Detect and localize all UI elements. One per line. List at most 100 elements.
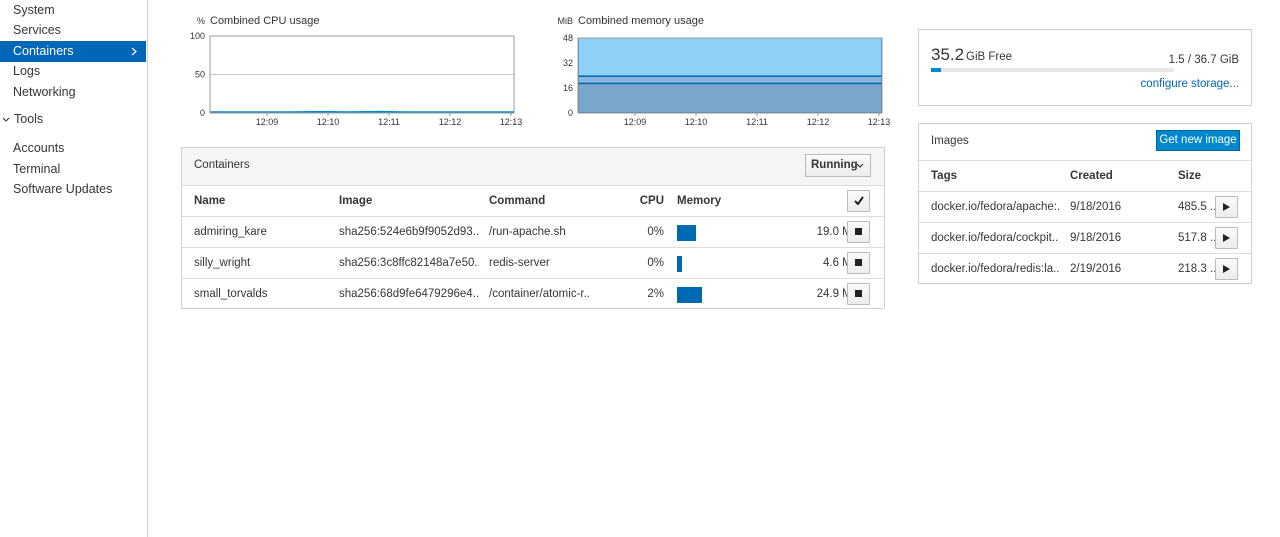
chart-unit: %: [197, 16, 205, 26]
cell-tag: docker.io/fedora/apache:...: [931, 201, 1059, 213]
y-tick-label: 0: [568, 108, 573, 118]
cell-command: /run-apache.sh: [489, 226, 566, 238]
storage-usage: 1.5 / 36.7 GiB: [1168, 54, 1239, 66]
nav-item[interactable]: Software Updates: [13, 182, 113, 196]
cell-command: redis-server: [489, 257, 550, 269]
check-icon: [853, 196, 864, 205]
y-tick-label: 32: [563, 58, 573, 68]
cell-created: 9/18/2016: [1070, 232, 1122, 244]
x-tick-label: 12:09: [256, 117, 279, 127]
table-header: Tags Created Size: [919, 160, 1251, 191]
nav-item[interactable]: Containers: [0, 41, 146, 62]
chevron-icon: [131, 47, 137, 56]
nav-item[interactable]: Logs: [13, 64, 41, 78]
containers-panel: Containers Running Name Image Command CPU Me…: [181, 147, 885, 309]
chart: % Combined CPU usage 0 50 100 12:09 12:10 12:11…: [190, 15, 522, 127]
containers-table: Name Image Command CPU Memory admiring_kare sh…: [182, 185, 884, 309]
y-tick-label: 0: [200, 108, 205, 118]
image-row[interactable]: docker.io/fedora/apache:... 9/18/2016 485.…: [919, 191, 1251, 222]
image-row[interactable]: docker.io/fedora/cockpit... 9/18/2016 517.…: [919, 222, 1251, 253]
container-row[interactable]: silly_wright sha256:3c8ffc82148a7e50... re…: [182, 247, 884, 278]
column-header: Created: [1070, 170, 1113, 182]
cell-image: sha256:68d9fe6479296e4...: [339, 288, 479, 300]
select-all-button[interactable]: [847, 190, 870, 212]
cell-size: 485.5 ...: [1178, 201, 1220, 213]
stop-button[interactable]: [847, 252, 870, 274]
cell-cpu: 2%: [647, 288, 664, 300]
x-tick-label: 12:11: [378, 117, 400, 127]
nav-group[interactable]: Tools: [0, 109, 146, 130]
memory-area: [578, 82, 882, 113]
storage-free: 35.2: [931, 45, 965, 64]
images-panel: Images Get new image Tags Created Size dock…: [918, 123, 1252, 284]
x-tick-label: 12:10: [685, 117, 708, 127]
images-table: Tags Created Size docker.io/fedora/apache:.…: [919, 160, 1251, 284]
stop-icon: [855, 259, 862, 266]
panel-title: Images: [931, 135, 969, 147]
column-header: Image: [339, 195, 373, 207]
x-tick-label: 12:10: [317, 117, 340, 127]
filter-dropdown[interactable]: Running: [805, 154, 871, 177]
nav-item[interactable]: Networking: [13, 85, 76, 99]
x-tick-label: 12:12: [439, 117, 462, 127]
charts: % Combined CPU usage 0 50 100 12:09 12:10 12:11…: [190, 15, 891, 127]
cell-cpu: 0%: [647, 226, 664, 238]
column-header: Size: [1178, 170, 1202, 182]
configure-storage-link[interactable]: configure storage...: [1140, 78, 1239, 90]
cell-name: small_torvalds: [194, 288, 268, 300]
x-tick-label: 12:13: [500, 117, 523, 127]
cell-tag: docker.io/fedora/redis:la...: [931, 263, 1059, 275]
x-tick-label: 12:09: [624, 117, 647, 127]
memory-bar: [677, 287, 702, 303]
stop-button[interactable]: [847, 221, 870, 243]
cell-created: 9/18/2016: [1070, 201, 1122, 213]
container-row[interactable]: small_torvalds sha256:68d9fe6479296e4... /…: [182, 278, 884, 309]
storage-free-unit: GiB Free: [966, 51, 1013, 63]
y-tick-label: 48: [563, 33, 573, 43]
storage-bar-fill: [931, 68, 941, 72]
memory-bar: [677, 256, 682, 272]
column-header: Name: [194, 195, 226, 207]
chevron-icon: [2, 117, 10, 122]
cell-size: 517.8 ...: [1178, 232, 1220, 244]
stop-button[interactable]: [847, 283, 870, 305]
chart-title: Combined CPU usage: [210, 15, 319, 27]
nav-item[interactable]: Services: [13, 23, 61, 37]
sidebar-border: [147, 0, 148, 537]
y-tick-label: 50: [195, 70, 205, 80]
x-tick-label: 12:11: [746, 117, 768, 127]
get-new-image-button[interactable]: Get new image: [1156, 130, 1240, 151]
column-header: CPU: [639, 195, 664, 207]
nav-item[interactable]: System: [13, 3, 55, 17]
run-button[interactable]: [1215, 258, 1238, 280]
chart: MiB Combined memory usage 0 16 32 48 12:09 12:1…: [558, 15, 891, 127]
cell-size: 218.3 ...: [1178, 263, 1220, 275]
stop-icon: [855, 228, 862, 235]
stop-icon: [855, 290, 862, 297]
cell-created: 2/19/2016: [1070, 263, 1122, 275]
y-tick-label: 16: [563, 83, 573, 93]
memory-area: [578, 75, 882, 85]
container-row[interactable]: admiring_kare sha256:524e6b9f9052d93... /r…: [182, 216, 884, 247]
image-row[interactable]: docker.io/fedora/redis:la... 2/19/2016 218…: [919, 253, 1251, 284]
nav-item[interactable]: Terminal: [13, 161, 61, 176]
cell-name: admiring_kare: [194, 226, 267, 238]
memory-area: [578, 38, 882, 77]
run-button[interactable]: [1215, 196, 1238, 218]
panel-heading: [182, 148, 884, 185]
nav-item[interactable]: Accounts: [13, 141, 65, 155]
cell-tag: docker.io/fedora/cockpit...: [931, 232, 1059, 244]
column-header: Command: [489, 195, 546, 207]
storage-panel: 35.2 GiB Free 1.5 / 36.7 GiB configure s…: [918, 29, 1252, 106]
column-header: Tags: [931, 170, 957, 182]
chart-title: Combined memory usage: [578, 15, 704, 27]
run-button[interactable]: [1215, 227, 1238, 249]
chevron-icon: [856, 163, 864, 168]
column-header: Memory: [677, 195, 722, 207]
cell-name: silly_wright: [194, 257, 251, 269]
chart-unit: MiB: [558, 16, 574, 26]
plot-frame: [577, 37, 883, 114]
cell-image: sha256:3c8ffc82148a7e50...: [339, 257, 479, 269]
